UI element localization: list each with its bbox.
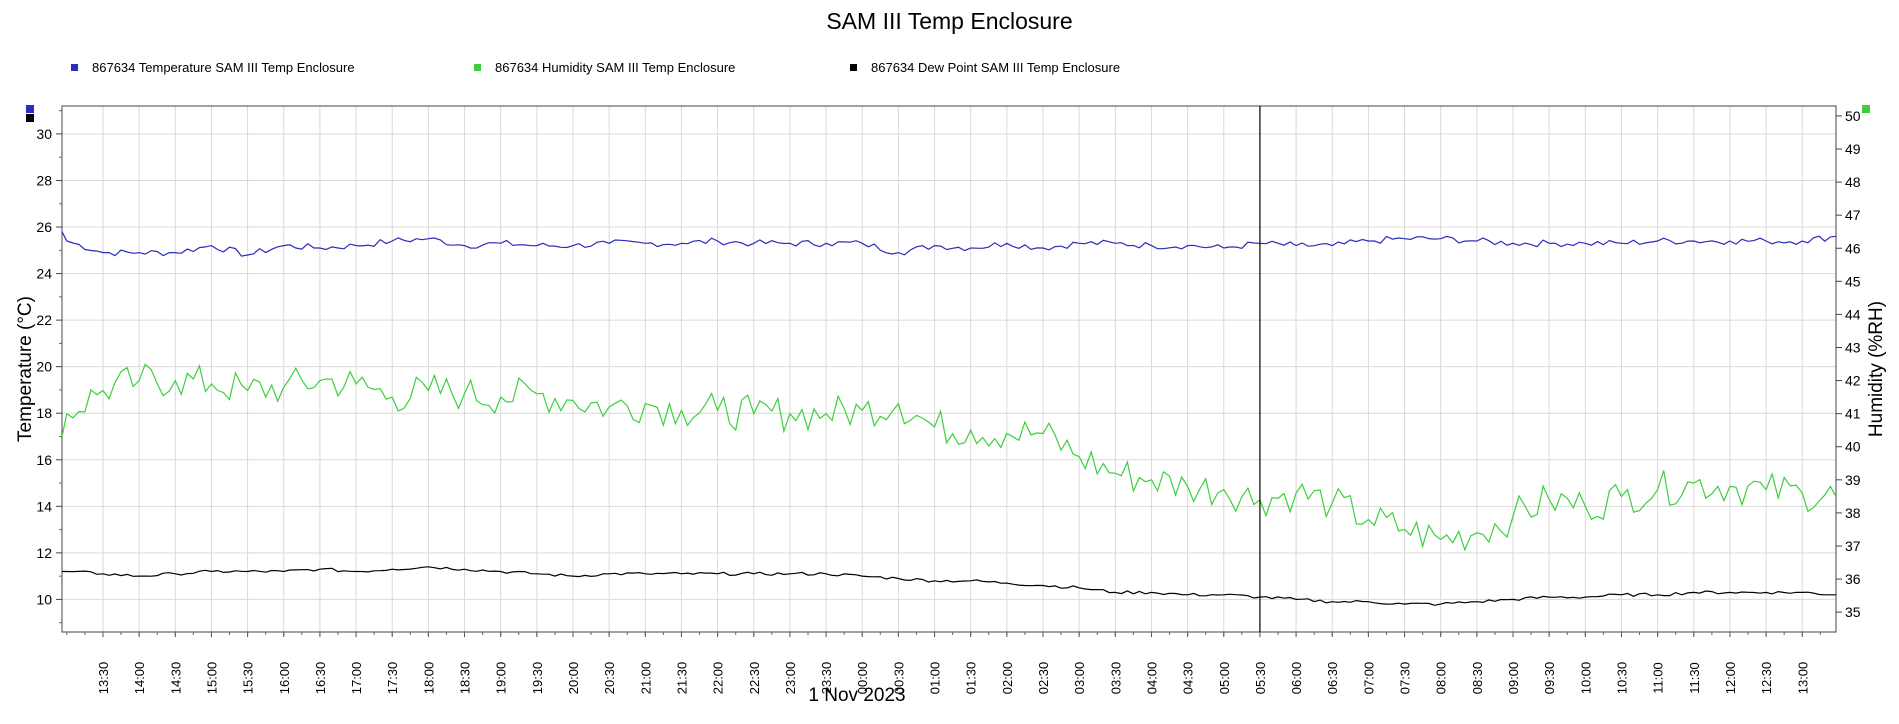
y-right-tick-label: 36	[1845, 571, 1861, 587]
x-tick-label: 03:30	[1108, 662, 1123, 695]
x-tick-label: 00:30	[891, 662, 906, 695]
y-right-axis-label: Humidity (%RH)	[1866, 301, 1887, 437]
right-axis-marker-green	[1862, 105, 1870, 113]
y-right-tick-label: 40	[1845, 439, 1861, 455]
x-tick-label: 06:00	[1289, 662, 1304, 695]
y-left-tick-label: 30	[36, 126, 52, 142]
x-tick-label: 20:00	[566, 662, 581, 695]
x-tick-label: 15:00	[204, 662, 219, 695]
legend-label-dewpoint: 867634 Dew Point SAM III Temp Enclosure	[871, 60, 1121, 75]
y-left-tick-label: 28	[36, 172, 52, 188]
x-tick-label: 04:00	[1144, 662, 1159, 695]
grid-lines	[62, 106, 1836, 632]
x-tick-label: 23:00	[783, 662, 798, 695]
y-left-tick-label: 26	[36, 219, 52, 235]
x-tick-label: 18:00	[421, 662, 436, 695]
x-tick-label: 10:30	[1614, 662, 1629, 695]
x-tick-label: 16:00	[277, 662, 292, 695]
y-right-tick-label: 39	[1845, 472, 1861, 488]
x-tick-label: 02:30	[1036, 662, 1051, 695]
y-right-tick-label: 42	[1845, 373, 1861, 389]
legend-label-temperature: 867634 Temperature SAM III Temp Enclosur…	[92, 60, 355, 75]
x-tick-label: 01:30	[964, 662, 979, 695]
x-tick-label: 20:30	[602, 662, 617, 695]
x-tick-label: 19:00	[494, 662, 509, 695]
legend-swatch-temperature	[71, 64, 78, 71]
legend-item-humidity[interactable]: 867634 Humidity SAM III Temp Enclosure	[474, 60, 735, 75]
x-tick-label: 16:30	[313, 662, 328, 695]
x-tick-label: 22:30	[747, 662, 762, 695]
x-tick-label: 04:30	[1181, 662, 1196, 695]
y-left-tick-label: 12	[36, 545, 52, 561]
x-tick-label: 14:30	[168, 662, 183, 695]
x-tick-label: 07:30	[1398, 662, 1413, 695]
x-tick-label: 19:30	[530, 662, 545, 695]
x-tick-label: 21:30	[674, 662, 689, 695]
x-tick-label: 06:30	[1325, 662, 1340, 695]
x-tick-label: 00:00	[855, 662, 870, 695]
series-layer	[61, 231, 1837, 606]
y-left-tick-label: 20	[36, 359, 52, 375]
y-right-tick-label: 41	[1845, 406, 1861, 422]
x-tick-label: 01:00	[928, 662, 943, 695]
legend-swatch-dewpoint	[850, 64, 857, 71]
x-tick-label: 03:00	[1072, 662, 1087, 695]
x-tick-label: 17:30	[385, 662, 400, 695]
left-axis-marker-black	[26, 114, 34, 122]
x-tick-label: 09:00	[1506, 662, 1521, 695]
left-axis-marker-blue	[26, 105, 34, 113]
axes: 13:30 14:00 14:30 15:00 15:30 16:00 16:30 17:00…	[36, 108, 1860, 694]
legend-item-temperature[interactable]: 867634 Temperature SAM III Temp Enclosur…	[71, 60, 355, 75]
x-tick-label: 21:00	[638, 662, 653, 695]
temperature-line[interactable]	[61, 231, 1837, 257]
x-tick-label: 05:00	[1217, 662, 1232, 695]
dewpoint-line[interactable]	[62, 566, 1836, 606]
y-right-tick-label: 48	[1845, 174, 1861, 190]
y-right-tick-label: 47	[1845, 207, 1861, 223]
y-left-tick-label: 18	[36, 405, 52, 421]
y-right-tick-label: 37	[1845, 538, 1861, 554]
x-tick-label: 09:30	[1542, 662, 1557, 695]
x-tick-label: 15:30	[241, 662, 256, 695]
x-tick-label: 23:30	[819, 662, 834, 695]
x-tick-label: 22:00	[711, 662, 726, 695]
y-left-tick-label: 10	[36, 591, 52, 607]
y-right-tick-label: 46	[1845, 240, 1861, 256]
x-tick-label: 11:00	[1651, 662, 1666, 694]
x-tick-label: 17:00	[349, 662, 364, 695]
legend-swatch-humidity	[474, 64, 481, 71]
y-right-tick-label: 44	[1845, 306, 1861, 322]
y-right-tick-label: 35	[1845, 604, 1861, 620]
x-tick-label: 08:30	[1470, 662, 1485, 695]
y-right-tick-label: 45	[1845, 273, 1861, 289]
y-left-tick-label: 24	[36, 266, 52, 282]
x-tick-label: 12:30	[1759, 662, 1774, 695]
y-right-tick-label: 43	[1845, 339, 1861, 355]
x-tick-label: 10:00	[1578, 662, 1593, 695]
legend-item-dewpoint[interactable]: 867634 Dew Point SAM III Temp Enclosure	[850, 60, 1120, 75]
x-tick-label: 08:00	[1434, 662, 1449, 695]
y-right-tick-label: 38	[1845, 505, 1861, 521]
chart-title: SAM III Temp Enclosure	[826, 8, 1073, 34]
legend-label-humidity: 867634 Humidity SAM III Temp Enclosure	[495, 60, 736, 75]
x-tick-label: 14:00	[132, 662, 147, 695]
y-left-tick-label: 22	[36, 312, 52, 328]
x-tick-label: 13:30	[96, 662, 111, 695]
x-tick-label: 07:00	[1361, 662, 1376, 695]
x-tick-label: 05:30	[1253, 662, 1268, 695]
x-tick-label: 12:00	[1723, 662, 1738, 695]
x-tick-label: 13:00	[1795, 662, 1810, 695]
x-tick-label: 11:30	[1687, 662, 1702, 694]
x-tick-label: 18:30	[458, 662, 473, 695]
x-date-label: 1 Nov 2023	[808, 685, 905, 706]
y-left-axis-label: Temperature (°C)	[15, 296, 36, 442]
y-left-tick-label: 14	[36, 498, 52, 514]
y-right-tick-label: 50	[1845, 108, 1861, 124]
x-tick-label: 02:00	[1000, 662, 1015, 695]
humidity-line[interactable]	[61, 363, 1837, 552]
y-left-tick-label: 16	[36, 452, 52, 468]
plot-frame	[61, 105, 1837, 633]
y-right-tick-label: 49	[1845, 141, 1861, 157]
